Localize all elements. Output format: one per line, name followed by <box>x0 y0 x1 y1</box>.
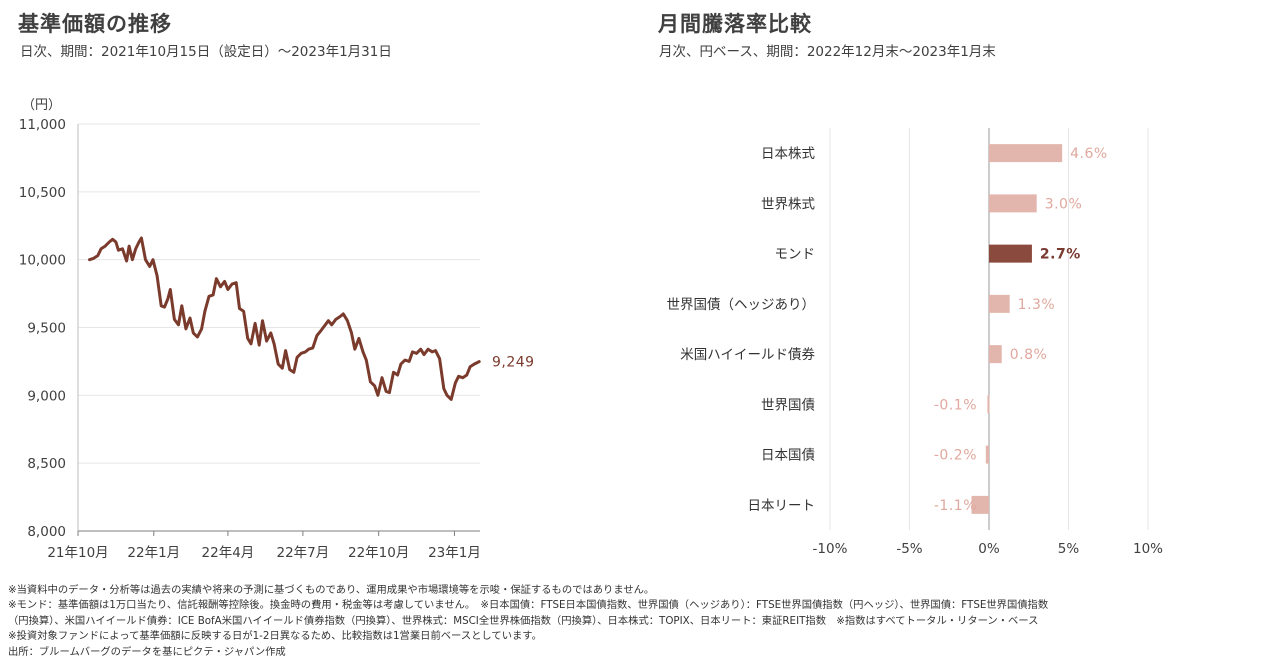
x-tick-label: 22年4月 <box>202 545 255 561</box>
nav-series-line <box>88 236 481 401</box>
footnotes: ※当資料中のデータ・分析等は過去の実績や将来の予測に基づくものであり、運用成果や… <box>8 583 1276 660</box>
y-tick-label: 8,000 <box>27 524 66 540</box>
footnote-line: 出所：ブルームバーグのデータを基にピクテ・ジャパン作成 <box>8 645 286 658</box>
category-label: 米国ハイイールド債券 <box>680 347 815 363</box>
y-tick-label: 11,000 <box>19 117 66 133</box>
x-tick-label: 21年10月 <box>47 545 108 561</box>
value-label: -0.2% <box>934 448 977 464</box>
y-tick-label: 10,000 <box>19 253 66 269</box>
category-label: 世界国債（ヘッジあり） <box>667 297 816 313</box>
y-tick-label: 10,500 <box>19 185 66 201</box>
footnote-line: ※投資対象ファンドによって基準価額に反映する日が1-2日異なるため、比較指数は1… <box>8 630 542 643</box>
value-label: 3.0% <box>1045 196 1083 212</box>
value-label: -1.1% <box>934 498 977 514</box>
x-tick-label: 22年7月 <box>276 545 329 561</box>
category-label: 世界株式 <box>761 196 815 212</box>
bar-chart-subtitle: 月次、円ベース、期間：2022年12月末～2023年1月末 <box>659 44 996 60</box>
bar <box>989 294 1010 313</box>
bar <box>987 395 990 414</box>
category-label: 世界国債 <box>761 397 815 413</box>
x-tick-label: 0% <box>978 541 1000 557</box>
bar <box>989 194 1037 213</box>
bar <box>989 244 1032 263</box>
x-tick-label: -5% <box>896 541 922 557</box>
x-tick-label: -10% <box>813 541 848 557</box>
line-chart-subtitle: 日次、期間：2021年10月15日（設定日）～2023年1月31日 <box>20 44 392 60</box>
footnote-line: ※当資料中のデータ・分析等は過去の実績や将来の予測に基づくものであり、運用成果や… <box>8 584 655 596</box>
x-tick-label: 10% <box>1133 541 1163 557</box>
category-label: 日本リート <box>748 498 816 514</box>
line-chart-title: 基準価額の推移 <box>18 12 172 36</box>
x-tick-label: 22年10月 <box>348 545 409 561</box>
footnote-line: （円換算）、米国ハイイールド債券：ICE BofA米国ハイイールド債券指数（円換… <box>8 614 1039 627</box>
x-tick-label: 22年1月 <box>127 545 180 561</box>
value-label: 0.8% <box>1010 347 1048 363</box>
bar <box>989 144 1063 163</box>
bar <box>989 345 1002 364</box>
bar-chart-title: 月間騰落率比較 <box>658 12 812 36</box>
y-tick-label: 8,500 <box>27 456 66 472</box>
value-label: -0.1% <box>934 397 977 413</box>
category-label: 日本国債 <box>761 448 815 464</box>
x-tick-label: 5% <box>1058 541 1080 557</box>
value-label: 4.6% <box>1070 146 1108 162</box>
value-label: 1.3% <box>1018 297 1056 313</box>
category-label: モンド <box>775 247 816 263</box>
x-tick-label: 23年1月 <box>428 545 481 561</box>
y-axis-unit-label: （円） <box>22 98 61 113</box>
category-label: 日本株式 <box>761 146 815 162</box>
value-label: 2.7% <box>1040 247 1081 263</box>
y-tick-label: 9,500 <box>27 321 66 337</box>
y-tick-label: 9,000 <box>27 388 66 404</box>
bar <box>985 445 989 464</box>
footnote-line: ※モンド：基準価額は1万口当たり、信託報酬等控除後。換金時の費用・税金等は考慮し… <box>8 599 1049 612</box>
bar <box>971 495 989 514</box>
end-value-label: 9,249 <box>492 355 535 371</box>
charts-canvas: 8,000 8,500 9,000 9,500 10,000 10,500 11,000 （円… <box>19 98 1163 561</box>
